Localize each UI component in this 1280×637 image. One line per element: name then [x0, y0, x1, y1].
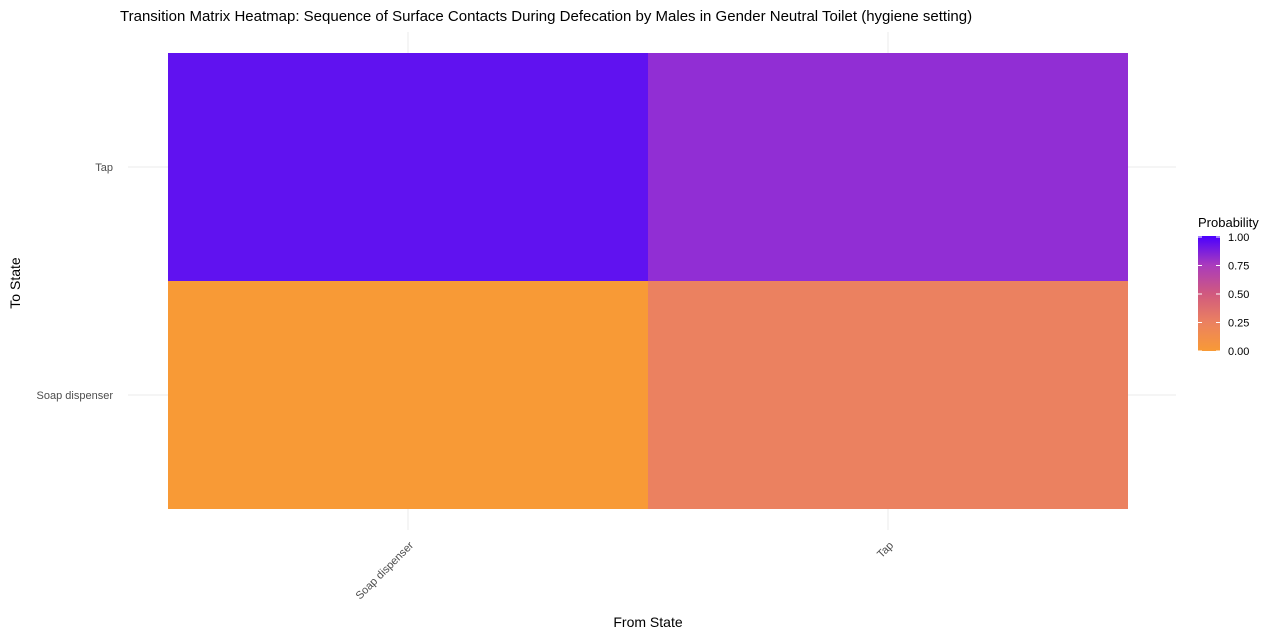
legend-title: Probability — [1198, 215, 1259, 230]
heatmap-cell — [168, 281, 648, 509]
heatmap-cell — [648, 53, 1128, 281]
x-tick-label: Tap — [875, 540, 896, 561]
legend-tick-label: 1.00 — [1228, 232, 1249, 244]
legend-tick-label: 0.75 — [1228, 261, 1249, 273]
chart-title: Transition Matrix Heatmap: Sequence of S… — [120, 8, 972, 25]
y-tick-labels: Soap dispenser Tap — [37, 162, 114, 402]
y-tick-label: Soap dispenser — [37, 390, 114, 402]
heatmap-cell — [648, 281, 1128, 509]
legend: Probability 0.00 0.25 0.50 0.75 1.00 — [1198, 215, 1259, 358]
legend-tick-label: 0.50 — [1228, 289, 1249, 301]
legend-tick-label: 0.00 — [1228, 346, 1249, 358]
legend-ticks: 0.00 0.25 0.50 0.75 1.00 — [1198, 232, 1249, 358]
y-tick-label: Tap — [95, 162, 113, 174]
y-axis-title: To State — [7, 257, 23, 309]
heatmap-cells — [168, 53, 1128, 509]
x-tick-labels: Soap dispenser Tap — [354, 539, 897, 602]
heatmap-cell — [168, 53, 648, 281]
x-tick-label: Soap dispenser — [354, 539, 417, 602]
legend-tick-label: 0.25 — [1228, 318, 1249, 330]
legend-colorbar — [1198, 236, 1220, 351]
x-axis-title: From State — [613, 614, 682, 630]
